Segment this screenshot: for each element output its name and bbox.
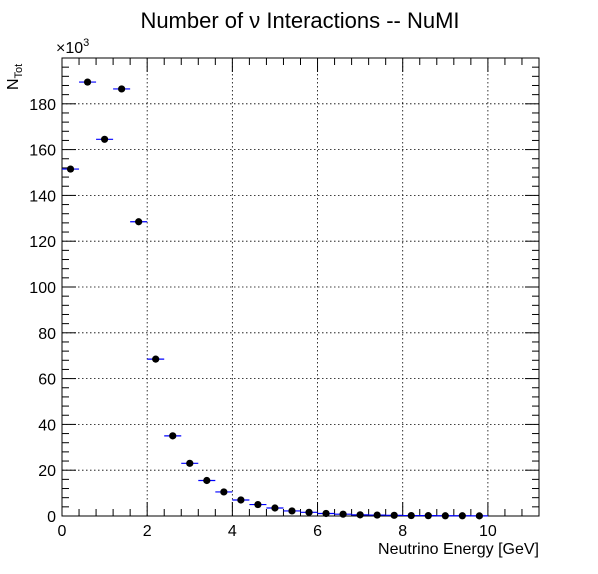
data-point [169, 432, 176, 439]
data-point [254, 501, 261, 508]
plot-area [62, 58, 539, 519]
x-tick-label: 2 [143, 523, 152, 540]
data-point [101, 136, 108, 143]
data-point [357, 511, 364, 518]
y-multiplier: ×103 [56, 37, 89, 57]
data-point [186, 460, 193, 467]
x-tick-label: 4 [228, 523, 237, 540]
x-tick-label: 8 [398, 523, 407, 540]
data-point [84, 78, 91, 85]
x-tick-label: 6 [313, 523, 322, 540]
y-axis-label-sub: Tot [13, 64, 25, 79]
x-axis-label: Neutrino Energy [GeV] [378, 541, 539, 558]
y-tick-label: 80 [38, 326, 56, 343]
y-tick-label: 180 [29, 97, 56, 114]
y-tick-label: 160 [29, 143, 56, 160]
data-point [339, 511, 346, 518]
y-tick-label: 140 [29, 188, 56, 205]
grid [62, 58, 539, 516]
y-multiplier-base: ×10 [56, 40, 83, 57]
chart-title: Number of ν Interactions -- NuMI [140, 8, 459, 33]
y-tick-label: 60 [38, 372, 56, 389]
data-point [374, 511, 381, 518]
x-tick-label: 10 [479, 523, 497, 540]
error-bars [62, 82, 488, 516]
y-tick-label: 0 [47, 509, 56, 526]
data-point [152, 356, 159, 363]
y-tick-label: 20 [38, 463, 56, 480]
data-point [288, 507, 295, 514]
markers [67, 78, 483, 519]
data-point [203, 477, 210, 484]
data-point [408, 512, 415, 519]
data-point [220, 488, 227, 495]
y-tick-label: 100 [29, 280, 56, 297]
data-point [322, 510, 329, 517]
y-tick-label: 40 [38, 417, 56, 434]
y-axis-label-main: N [5, 78, 22, 90]
data-point [391, 512, 398, 519]
data-point [135, 218, 142, 225]
data-point [425, 512, 432, 519]
data-point [237, 496, 244, 503]
data-point [67, 165, 74, 172]
data-point [442, 512, 449, 519]
data-point [118, 85, 125, 92]
data-point [459, 512, 466, 519]
x-tick-label: 0 [58, 523, 67, 540]
y-axis-label: NTot [5, 64, 25, 90]
y-tick-label: 120 [29, 234, 56, 251]
y-tick-labels: 0 20 40 60 80 100 120 140 160 180 [29, 97, 56, 526]
data-point [271, 504, 278, 511]
x-tick-labels: 0 2 4 6 8 10 [58, 523, 497, 540]
y-multiplier-exp: 3 [83, 37, 89, 49]
data-point [305, 509, 312, 516]
data-point [476, 512, 483, 519]
